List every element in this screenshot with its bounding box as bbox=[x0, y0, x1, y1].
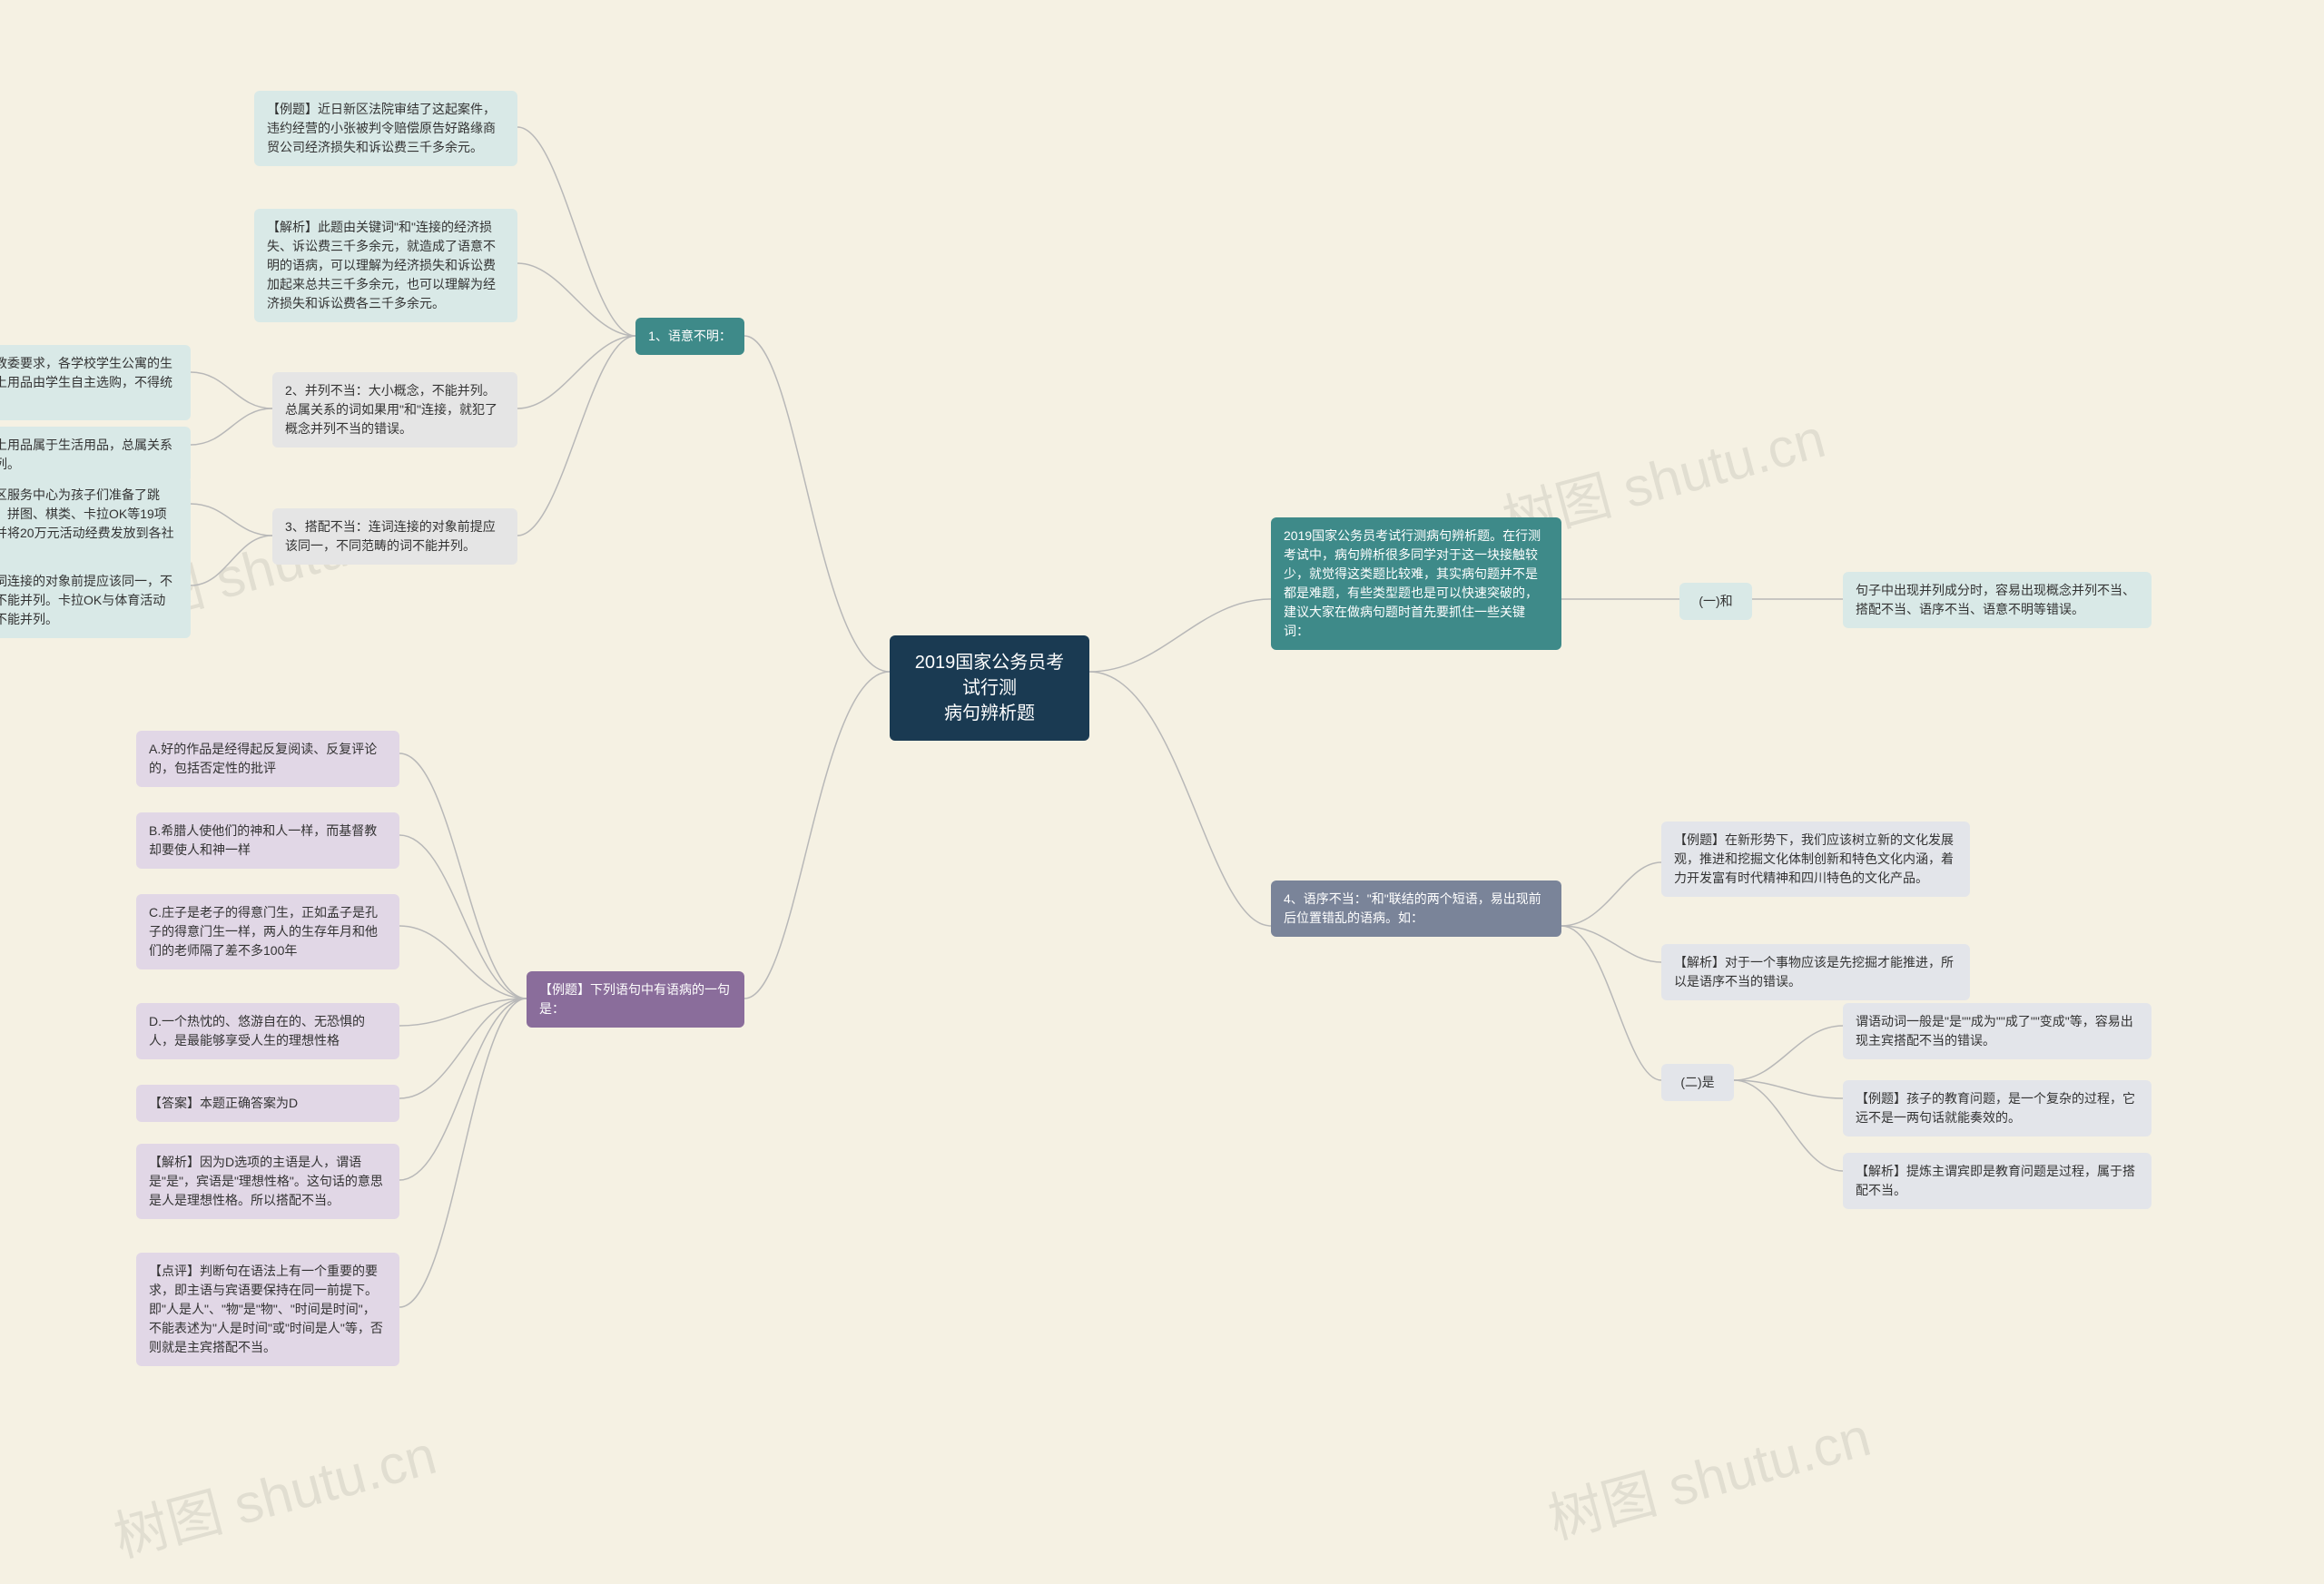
analysis: 【解析】因为D选项的主语是人，谓语是"是"，宾语是"理想性格"。这句话的意思是人… bbox=[136, 1144, 399, 1219]
option-d: D.一个热忱的、悠游自在的、无恐惧的人，是最能够享受人生的理想性格 bbox=[136, 1003, 399, 1059]
keyword-shi-ex1: 【例题】孩子的教育问题，是一个复杂的过程，它远不是一两句话就能奏效的。 bbox=[1843, 1080, 2152, 1136]
option-c: C.庄子是老子的得意门生，正如孟子是孔子的得意门生一样，两人的生存年月和他们的老… bbox=[136, 894, 399, 969]
comment: 【点评】判断句在语法上有一个重要的要求，即主语与宾语要保持在同一前提下。即"人是… bbox=[136, 1253, 399, 1366]
section2-label: 2、并列不当：大小概念，不能并列。总属关系的词如果用"和"连接，就犯了概念并列不… bbox=[272, 372, 517, 448]
option-b: B.希腊人使他们的神和人一样，而基督教却要使人和神一样 bbox=[136, 812, 399, 869]
keyword-he-desc: 句子中出现并列成分时，容易出现概念并列不当、搭配不当、语序不当、语意不明等错误。 bbox=[1843, 572, 2152, 628]
question-label: 【例题】下列语句中有语病的一句是： bbox=[527, 971, 744, 1028]
center-title: 2019国家公务员考试行测 病句辨析题 bbox=[890, 635, 1089, 741]
intro-text: 2019国家公务员考试行测病句辨析题。在行测考试中，病句辨析很多同学对于这一块接… bbox=[1271, 517, 1561, 650]
watermark: 树图 shutu.cn bbox=[1539, 1392, 1878, 1554]
keyword-shi: (二)是 bbox=[1661, 1064, 1734, 1101]
section1-ex1: 【例题】近日新区法院审结了这起案件，违约经营的小张被判令赔偿原告好路缘商贸公司经… bbox=[254, 91, 517, 166]
section4-ex2: 【解析】对于一个事物应该是先挖掘才能推进，所以是语序不当的错误。 bbox=[1661, 944, 1970, 1000]
option-a: A.好的作品是经得起反复阅读、反复评论的，包括否定性的批评 bbox=[136, 731, 399, 787]
section2-ex1: 【例题】市教委要求，各学校学生公寓的生活用品和床上用品由学生自主选购，不得统一配… bbox=[0, 345, 191, 420]
section2-ex2: 【解析】床上用品属于生活用品，总属关系的词不能并列。 bbox=[0, 427, 191, 483]
answer: 【答案】本题正确答案为D bbox=[136, 1085, 399, 1122]
section1-label: 1、语意不明： bbox=[635, 318, 744, 355]
watermark: 树图 shutu.cn bbox=[104, 1411, 444, 1572]
keyword-shi-desc: 谓语动词一般是"是""成为""成了""变成"等，容易出现主宾搭配不当的错误。 bbox=[1843, 1003, 2152, 1059]
keyword-he: (一)和 bbox=[1679, 583, 1752, 620]
section3-ex1: 【例题】社区服务中心为孩子们准备了跳绳、羽毛球、拼图、棋类、卡拉OK等19项体育… bbox=[0, 477, 191, 571]
section3-ex2: 【解析】连词连接的对象前提应该同一，不同范畴的词不能并列。卡拉OK与体育活动不同… bbox=[0, 563, 191, 638]
section1-ex2: 【解析】此题由关键词"和"连接的经济损失、诉讼费三千多余元，就造成了语意不明的语… bbox=[254, 209, 517, 322]
keyword-shi-ex2: 【解析】提炼主谓宾即是教育问题是过程，属于搭配不当。 bbox=[1843, 1153, 2152, 1209]
section4-label: 4、语序不当："和"联结的两个短语，易出现前后位置错乱的语病。如： bbox=[1271, 881, 1561, 937]
section3-label: 3、搭配不当：连词连接的对象前提应该同一，不同范畴的词不能并列。 bbox=[272, 508, 517, 565]
section4-ex1: 【例题】在新形势下，我们应该树立新的文化发展观，推进和挖掘文化体制创新和特色文化… bbox=[1661, 822, 1970, 897]
